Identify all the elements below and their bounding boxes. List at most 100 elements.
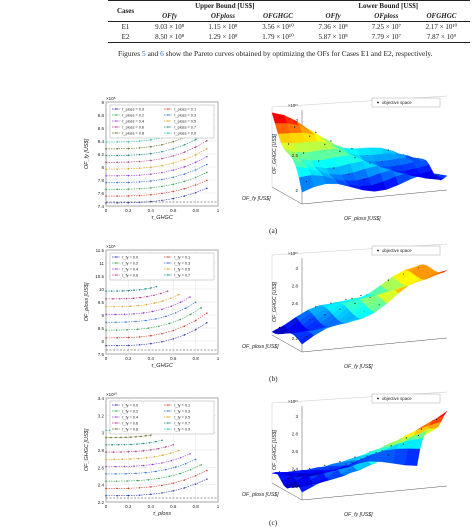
pareto-point: [161, 192, 163, 195]
pareto-point: [150, 180, 152, 182]
objective-point: [309, 135, 311, 137]
pareto-point: [129, 458, 132, 460]
table-col-header: OFfy: [306, 11, 360, 22]
pareto-point: [194, 169, 197, 171]
results-table: Cases Upper Bound [US$] Lower Bound [US$…: [108, 0, 470, 43]
pareto-point: [164, 315, 167, 318]
pareto-2d-plot-a: 7.4 7.6 7.8 8 8.2 8.4 8.6 8.8 9 0 0.2 0.4 0.6 0.8 1 ×10…: [84, 96, 220, 221]
pareto-point: [138, 494, 141, 496]
table-header-cases: Cases: [108, 0, 144, 22]
pareto-point: [161, 340, 163, 343]
pareto-3d-surface-b: 3 2.8 2.6 2.4 2.2 ×10¹⁰ OF_GHGC [US$] OF_ploss …: [242, 243, 448, 370]
legend-box: [371, 97, 441, 108]
legend-box: [109, 400, 215, 435]
y-tick-label: 8.6: [98, 126, 105, 131]
pareto-point: [105, 429, 107, 432]
x-tick-label: 1: [217, 208, 220, 213]
pareto-point: [127, 494, 130, 497]
pareto-point: [139, 296, 142, 299]
pareto-point: [206, 187, 208, 190]
pareto-point: [154, 318, 157, 320]
x-tick-label: 0.8: [192, 504, 199, 509]
pareto-point: [194, 328, 197, 331]
pareto-point: [116, 154, 118, 157]
legend-box: [371, 245, 441, 256]
pareto-point: [150, 486, 152, 488]
figure-ref-5[interactable]: 5: [142, 49, 146, 58]
legend-entry: τ_fy = 0.1: [174, 404, 190, 408]
pareto-point: [150, 493, 152, 496]
legend-marker: [115, 416, 117, 418]
objective-point: [318, 475, 320, 477]
y-tick-label: 7.5: [98, 352, 105, 357]
objective-point: [363, 179, 365, 181]
legend-marker: [167, 404, 169, 406]
pareto-point: [184, 462, 187, 465]
pareto-point: [172, 482, 174, 484]
pareto-point: [148, 441, 151, 444]
pareto-curve-0: [105, 478, 207, 497]
y-tick-label: 11: [99, 261, 104, 266]
legend-marker: [167, 256, 169, 258]
z-axis-label: OF_GHGC [US$]: [272, 429, 278, 470]
pareto-point: [172, 169, 174, 171]
legend-marker: [167, 114, 169, 116]
pareto-point: [127, 181, 130, 184]
pareto-point: [164, 446, 167, 448]
pareto-point: [105, 458, 107, 461]
pareto-point: [138, 187, 141, 190]
objective-point: [435, 418, 438, 421]
legend-entry: τ_fy = 0.6: [122, 274, 138, 278]
y-tick-label: 11.5: [96, 248, 105, 253]
x-tick-label: 0.4: [148, 208, 155, 213]
axis-x: [301, 337, 448, 353]
pareto-point: [127, 168, 130, 170]
pareto-point: [169, 297, 172, 300]
pareto-point: [150, 173, 152, 175]
objective-point: [351, 148, 353, 150]
pareto-point: [161, 462, 163, 464]
pareto-point: [105, 168, 107, 170]
pareto-point: [183, 195, 186, 197]
pareto-point: [137, 457, 140, 460]
pareto-point: [150, 139, 152, 141]
caption-c: (c): [269, 518, 278, 527]
objective-point: [305, 335, 308, 338]
pareto-point: [179, 301, 182, 304]
table-cell: 9.03 × 10⁸: [155, 23, 185, 31]
pareto-point: [150, 193, 152, 196]
pareto-point: [127, 161, 130, 163]
legend-entry: τ_ploss = 0.6: [122, 126, 144, 130]
pareto-point: [114, 313, 117, 316]
pareto-point: [150, 287, 152, 289]
pareto-point: [116, 202, 118, 204]
axis-y: [271, 482, 303, 501]
x-tick-label: 0.4: [148, 356, 155, 361]
table-row: E2 8.50 × 10⁸ 1.29 × 10⁸ 1.79 × 10¹⁰ 5.87 × …: [108, 32, 470, 43]
legend-marker: [167, 268, 169, 270]
y-tick-label: 3: [101, 431, 104, 436]
pareto-point: [138, 174, 141, 176]
pareto-point: [130, 436, 132, 438]
pareto-point: [206, 322, 208, 324]
pareto-point: [142, 464, 145, 467]
z-axis-label: OF_GHGC [US$]: [272, 281, 278, 322]
para-text: and: [145, 49, 161, 58]
table-cell: 1.29 × 10⁸: [196, 32, 250, 43]
y-tick-label: 3.2: [98, 413, 105, 418]
pareto-point: [138, 153, 141, 156]
pareto-point: [127, 154, 130, 157]
pareto-point: [120, 436, 122, 439]
pareto-point: [153, 302, 156, 304]
pareto-point: [172, 329, 174, 332]
pareto-point: [153, 455, 156, 458]
pareto-point: [194, 319, 197, 322]
objective-point: [339, 150, 341, 152]
objective-point: [324, 464, 326, 466]
pareto-point: [138, 160, 141, 163]
figure-ref-6[interactable]: 6: [160, 49, 164, 58]
pareto-point: [105, 181, 107, 184]
caption-a: (a): [269, 226, 278, 235]
x-axis-label-3d: OF_ploss [US$]: [344, 216, 381, 222]
pareto-point: [172, 183, 174, 186]
